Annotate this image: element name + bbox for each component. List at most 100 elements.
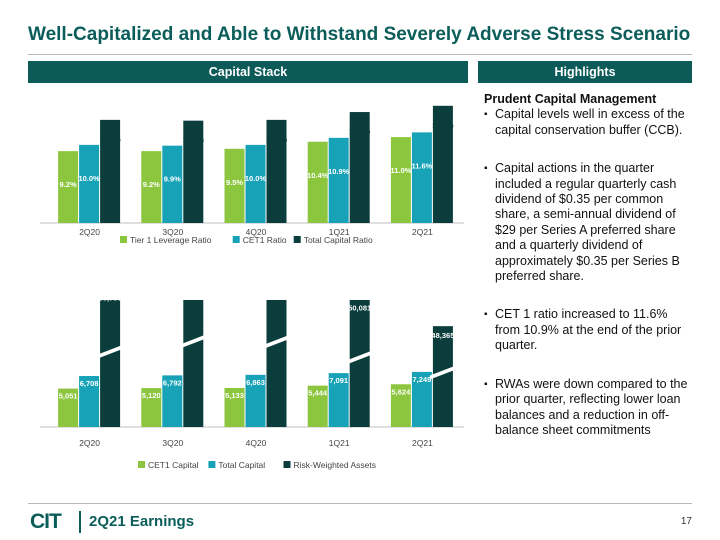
bar	[162, 145, 183, 223]
bar	[183, 120, 204, 223]
bar	[390, 137, 411, 223]
x-tick-label: 4Q20	[246, 438, 267, 448]
highlights-heading: Prudent Capital Management	[484, 92, 657, 106]
bar	[224, 387, 245, 427]
data-label: 11.0%	[390, 166, 411, 175]
axis-break-mark	[263, 334, 290, 349]
x-tick-label: 4Q20	[246, 227, 267, 237]
bar	[100, 300, 121, 427]
data-label: 7,091	[329, 376, 348, 385]
footer-label: 2Q21 Earnings	[89, 513, 195, 530]
bar	[245, 374, 266, 427]
legend-label: Total Capital Ratio	[304, 235, 373, 245]
data-label: 5,051	[59, 392, 78, 401]
legend-swatch	[232, 236, 240, 243]
bar	[411, 371, 432, 427]
highlights-panel: Prudent Capital Management Capital level…	[484, 92, 694, 438]
bar	[58, 151, 79, 223]
bar	[58, 388, 79, 427]
x-tick-label: 1Q21	[329, 438, 350, 448]
x-tick-label: 3Q20	[162, 227, 183, 237]
legend-swatch	[208, 461, 216, 468]
bar	[183, 300, 204, 427]
highlights-header: Highlights	[478, 61, 692, 83]
bar	[390, 384, 411, 427]
data-label: 15.0%	[432, 121, 454, 130]
x-tick-label: 2Q21	[412, 438, 433, 448]
data-label: 10.0%	[245, 174, 267, 183]
data-label: 6,792	[163, 378, 182, 387]
bar	[162, 375, 183, 427]
bar	[432, 105, 453, 223]
page-number: 17	[680, 516, 692, 527]
data-label: 9.2%	[143, 180, 160, 189]
data-label: 50,081	[348, 304, 371, 313]
page-title: Well-Capitalized and Able to Withstand S…	[28, 24, 691, 45]
legend-label: Risk-Weighted Assets	[294, 460, 377, 470]
data-label: 9.2%	[60, 180, 77, 189]
company-logo: CIT	[30, 510, 62, 533]
bar	[100, 119, 121, 223]
bar	[307, 385, 328, 427]
legend-label: CET1 Capital	[148, 460, 199, 470]
data-label: 7,249	[413, 375, 432, 384]
bar	[328, 373, 349, 427]
bar	[432, 326, 453, 427]
data-label: 10.9%	[328, 167, 350, 176]
data-label: 10.0%	[78, 174, 100, 183]
data-label: 9.9%	[164, 175, 181, 184]
footer-divider	[28, 503, 692, 504]
data-label: 50,730	[99, 300, 122, 302]
capital-amounts-chart: 5,0516,70850,7302Q205,1206,79251,9003Q20…	[40, 300, 464, 470]
x-tick-label: 2Q20	[79, 227, 100, 237]
data-label: 13.2%	[266, 135, 288, 144]
x-tick-label: 1Q21	[329, 227, 350, 237]
axis-break-mark	[97, 344, 124, 359]
bar	[349, 300, 370, 427]
legend-label: Total Capital	[218, 460, 265, 470]
x-tick-label: 2Q20	[79, 438, 100, 448]
bar	[245, 144, 266, 223]
bar	[266, 300, 287, 427]
data-label: 14.2%	[349, 127, 371, 136]
data-label: 10.4%	[307, 171, 329, 180]
x-tick-label: 2Q21	[412, 227, 433, 237]
data-label: 6,708	[80, 379, 99, 388]
legend-swatch	[138, 461, 145, 468]
data-label: 5,133	[225, 391, 244, 400]
data-label: 11.6%	[411, 161, 432, 170]
axis-break-mark	[346, 350, 373, 365]
bar	[349, 112, 370, 223]
bar	[328, 137, 349, 223]
data-label: 5,120	[142, 391, 161, 400]
data-label: 5,444	[308, 389, 328, 398]
footer-separator	[79, 511, 81, 533]
legend-swatch	[283, 461, 291, 468]
data-label: 5,624	[392, 387, 412, 396]
axis-break-mark	[180, 334, 207, 349]
bar	[79, 144, 100, 223]
title-divider	[28, 54, 692, 55]
bar	[141, 388, 162, 427]
highlight-bullet: CET 1 ratio increased to 11.6% from 10.9…	[484, 307, 694, 353]
bar	[411, 132, 432, 223]
bar	[224, 148, 245, 223]
legend-swatch	[120, 236, 127, 243]
legend-label: Tier 1 Leverage Ratio	[130, 235, 212, 245]
bar	[79, 376, 100, 427]
data-label: 13.2%	[99, 135, 121, 144]
data-label: 13.1%	[183, 136, 205, 145]
bar	[141, 151, 162, 223]
legend-swatch	[293, 236, 301, 243]
legend-label: CET1 Ratio	[243, 235, 287, 245]
axis-break-mark	[429, 365, 456, 380]
highlight-bullet: Capital levels well in excess of the cap…	[484, 107, 694, 138]
x-tick-label: 3Q20	[162, 438, 183, 448]
highlight-bullet: Capital actions in the quarter included …	[484, 161, 694, 284]
data-label: 48,365	[431, 331, 454, 340]
bar	[307, 141, 328, 223]
capital-stack-header: Capital Stack	[28, 61, 468, 83]
data-label: 6,863	[246, 378, 265, 387]
bar	[266, 119, 287, 223]
